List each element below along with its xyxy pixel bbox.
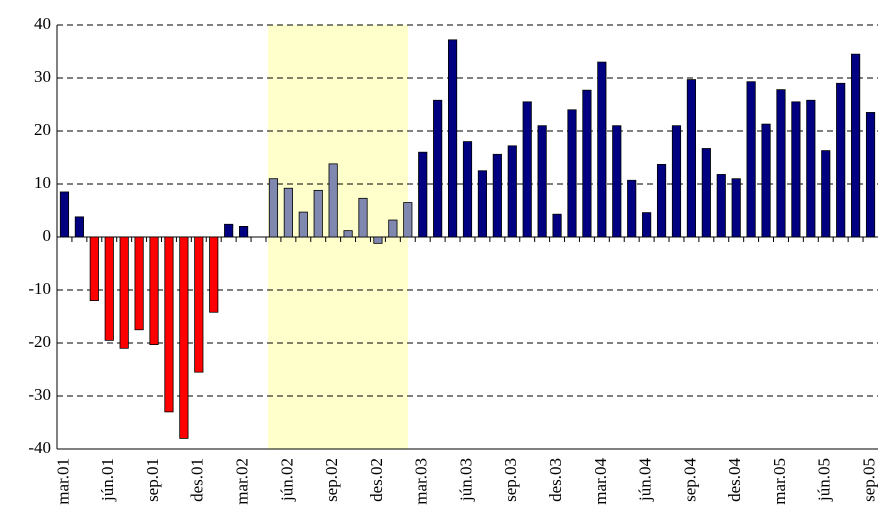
bar bbox=[134, 236, 144, 331]
bar bbox=[776, 89, 786, 238]
bar bbox=[522, 101, 532, 238]
x-tick-label: sep.05 bbox=[859, 458, 878, 502]
bar bbox=[313, 189, 323, 238]
bar bbox=[328, 163, 338, 238]
bar bbox=[343, 230, 353, 238]
bar bbox=[567, 109, 577, 238]
bar bbox=[373, 236, 383, 244]
bar bbox=[149, 236, 159, 345]
bar bbox=[194, 236, 204, 373]
bar bbox=[656, 163, 667, 238]
y-tick-label: -10 bbox=[28, 279, 51, 298]
bar bbox=[89, 236, 99, 301]
x-tick-label: mar.03 bbox=[412, 458, 431, 505]
x-tick-label: mar.02 bbox=[232, 458, 251, 505]
bar bbox=[731, 178, 741, 238]
x-tick-label: sep.02 bbox=[322, 458, 341, 502]
y-tick-label: -40 bbox=[28, 438, 51, 457]
x-tick-label: des.01 bbox=[188, 458, 207, 502]
x-tick-label: jún.02 bbox=[277, 458, 296, 502]
y-tick-label: 10 bbox=[34, 173, 51, 192]
bar bbox=[746, 81, 756, 238]
bar bbox=[612, 125, 622, 238]
bar bbox=[552, 213, 562, 238]
bar bbox=[851, 53, 861, 238]
x-tick-label: jún.05 bbox=[815, 458, 834, 502]
bar bbox=[433, 99, 443, 238]
x-tick-label: sep.03 bbox=[501, 458, 520, 502]
bar bbox=[298, 211, 308, 238]
x-tick-label: mar.01 bbox=[53, 458, 72, 505]
bar bbox=[74, 216, 84, 238]
y-tick-label: 20 bbox=[34, 120, 51, 139]
bar bbox=[403, 202, 413, 238]
bar bbox=[224, 223, 234, 238]
bar bbox=[358, 197, 368, 238]
bar bbox=[59, 191, 70, 238]
bar bbox=[701, 148, 711, 238]
bar bbox=[836, 82, 846, 238]
x-tick-label: sep.04 bbox=[680, 458, 699, 502]
bar bbox=[119, 236, 129, 349]
x-tick-label: des.02 bbox=[367, 458, 386, 502]
bar bbox=[209, 236, 219, 313]
x-tick-label: jún.04 bbox=[636, 458, 655, 502]
bar bbox=[283, 187, 293, 238]
bar bbox=[537, 125, 547, 238]
bar bbox=[462, 141, 473, 238]
bar bbox=[627, 179, 637, 238]
bar bbox=[686, 79, 696, 238]
bar bbox=[477, 170, 488, 238]
y-tick-label: -20 bbox=[28, 332, 51, 351]
bar bbox=[582, 89, 592, 238]
bar bbox=[179, 236, 189, 439]
x-tick-label: des.04 bbox=[725, 458, 744, 502]
bar bbox=[164, 236, 174, 413]
bar bbox=[268, 178, 279, 238]
bar bbox=[865, 112, 876, 238]
bar bbox=[388, 219, 398, 238]
bar bbox=[716, 174, 726, 238]
x-tick-label: mar.05 bbox=[770, 458, 789, 505]
x-tick-label: des.03 bbox=[546, 458, 565, 502]
x-tick-label: mar.04 bbox=[591, 458, 610, 505]
bar bbox=[806, 99, 816, 238]
bar bbox=[492, 153, 502, 238]
bar bbox=[671, 125, 682, 238]
y-tick-label: 40 bbox=[34, 14, 51, 33]
bar bbox=[597, 61, 607, 238]
bar bbox=[104, 236, 114, 341]
y-tick-label: 30 bbox=[34, 67, 51, 86]
bar bbox=[791, 101, 801, 238]
bar bbox=[418, 151, 428, 238]
bar bbox=[239, 225, 249, 238]
x-tick-label: sep.01 bbox=[143, 458, 162, 502]
x-tick-label: jún.03 bbox=[456, 458, 475, 502]
bar bbox=[447, 39, 458, 238]
bar bbox=[507, 145, 517, 238]
bar bbox=[821, 150, 831, 238]
bar bbox=[642, 212, 652, 238]
x-tick-label: jún.01 bbox=[98, 458, 117, 502]
y-tick-label: -30 bbox=[28, 385, 51, 404]
y-tick-label: 0 bbox=[43, 226, 52, 245]
bar bbox=[761, 123, 771, 238]
